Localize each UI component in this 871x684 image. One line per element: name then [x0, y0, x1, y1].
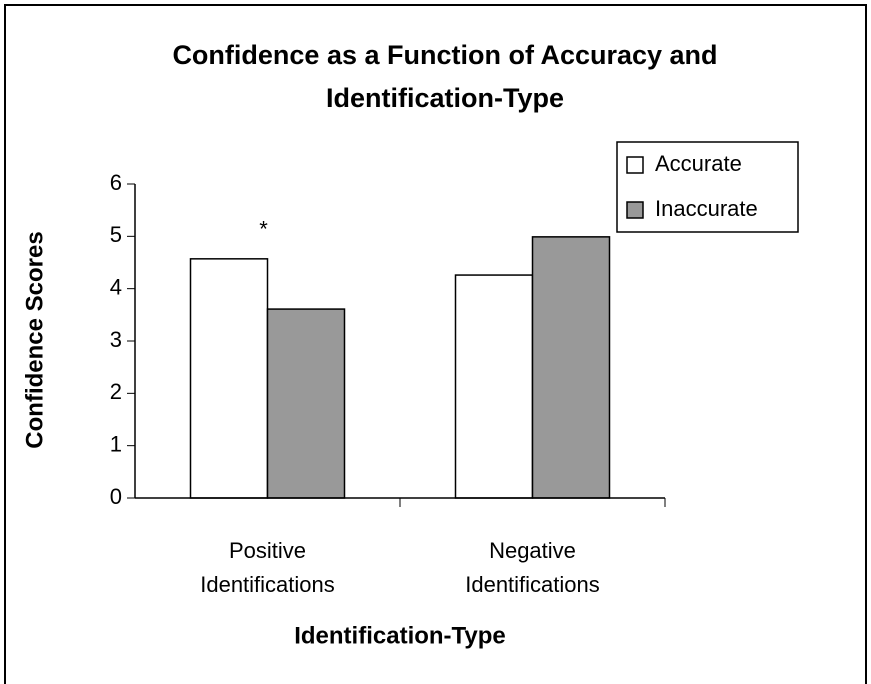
chart-title: Identification-Type — [326, 83, 564, 113]
annotation: * — [259, 217, 268, 242]
bar — [266, 308, 346, 499]
y-tick-label: 1 — [110, 431, 122, 456]
chart-title: Confidence as a Function of Accuracy and — [172, 40, 717, 70]
bar — [454, 274, 534, 499]
legend-swatch — [626, 156, 644, 174]
y-axis-title: Confidence Scores — [21, 231, 48, 448]
x-tick-label: Positive Identifications — [200, 538, 335, 597]
y-tick-label: 5 — [110, 222, 122, 247]
y-tick-label: 4 — [110, 274, 122, 299]
bar — [189, 258, 269, 499]
legend-swatch — [626, 201, 644, 219]
y-tick-label: 0 — [110, 484, 122, 509]
legend-box — [616, 141, 799, 233]
y-tick-label: 6 — [110, 170, 122, 195]
legend-label: Accurate — [655, 151, 742, 176]
x-axis-title: Identification-Type — [294, 622, 506, 649]
bar — [531, 236, 611, 499]
y-tick-label: 2 — [110, 379, 122, 404]
legend-label: Inaccurate — [655, 196, 758, 221]
x-tick-label: Negative Identifications — [465, 538, 600, 597]
y-tick-label: 3 — [110, 327, 122, 352]
chart-frame — [4, 4, 867, 684]
